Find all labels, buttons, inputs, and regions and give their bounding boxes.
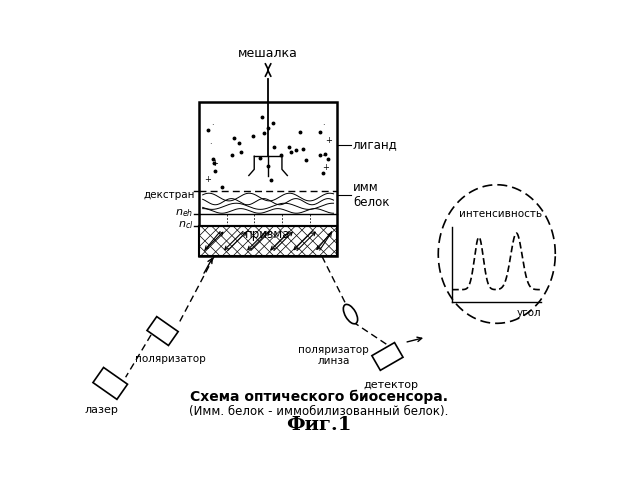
Text: детектор: детектор	[364, 380, 419, 390]
Text: лиганд: лиганд	[353, 138, 397, 151]
Text: интенсивность: интенсивность	[459, 210, 542, 220]
Polygon shape	[93, 368, 128, 400]
Text: поляризатор
линза: поляризатор линза	[298, 345, 369, 366]
Text: угол: угол	[517, 308, 541, 318]
Text: мешалка: мешалка	[238, 47, 298, 60]
Text: $n_{cl}$: $n_{cl}$	[178, 219, 193, 230]
Polygon shape	[147, 316, 178, 346]
Ellipse shape	[343, 304, 358, 324]
Text: +: +	[322, 164, 330, 172]
Text: Схема оптического биосенсора.: Схема оптического биосенсора.	[190, 390, 448, 404]
Text: декстран: декстран	[143, 190, 195, 200]
Bar	[199, 226, 338, 256]
Bar	[199, 102, 338, 256]
Text: +: +	[211, 160, 217, 168]
Polygon shape	[372, 342, 403, 370]
Text: $n_{eh}$: $n_{eh}$	[175, 208, 193, 219]
Text: Фиг.1: Фиг.1	[286, 416, 351, 434]
Text: ·: ·	[209, 140, 212, 149]
Text: ·: ·	[321, 152, 323, 161]
Text: +: +	[325, 136, 331, 145]
Text: (Имм. белок - иммобилизованный белок).: (Имм. белок - иммобилизованный белок).	[189, 404, 449, 417]
Text: ·: ·	[322, 121, 325, 130]
Text: лазер: лазер	[84, 405, 118, 415]
Bar	[199, 226, 338, 256]
Text: поляризатор: поляризатор	[135, 354, 206, 364]
Text: ·: ·	[211, 121, 214, 130]
Text: призма: призма	[245, 228, 291, 241]
Text: +: +	[204, 175, 211, 184]
Text: имм
белок: имм белок	[353, 180, 389, 209]
